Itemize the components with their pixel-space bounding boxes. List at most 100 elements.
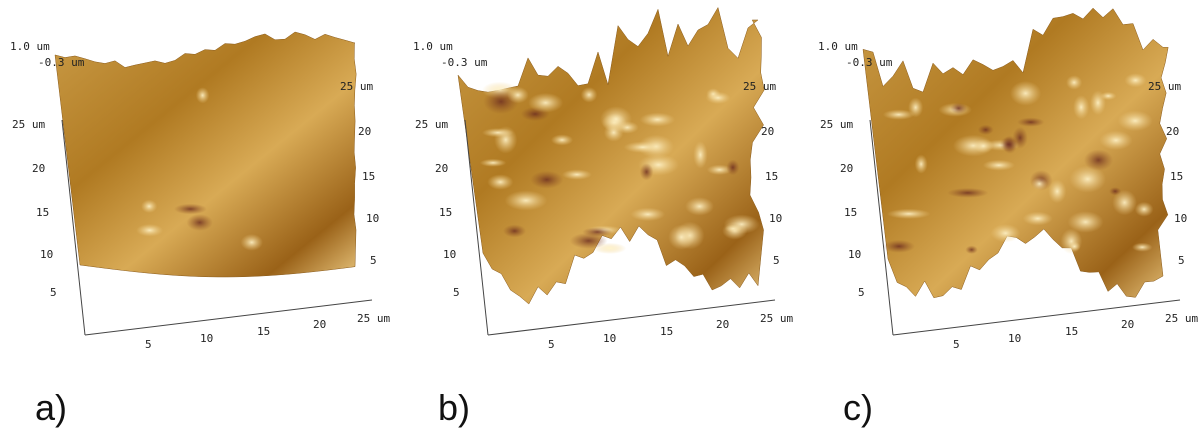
surface-highlight <box>1068 211 1104 233</box>
x-tick-label: 10 <box>1008 332 1021 345</box>
surface-highlight <box>991 224 1021 242</box>
surface-highlight <box>503 225 526 238</box>
z-axis-label: -0.3 um <box>38 56 85 69</box>
x-tick-label: 10 <box>200 332 213 345</box>
x-tick-label: 25 um <box>760 312 793 325</box>
right-tick-label: 25 um <box>1148 80 1181 93</box>
surface-highlight <box>1112 190 1137 215</box>
z-axis-label: -0.3 um <box>441 56 488 69</box>
surface-highlight <box>1118 110 1153 131</box>
panel-label: b) <box>438 387 470 428</box>
surface-highlight <box>562 169 592 179</box>
figure: 1.0 um -0.3 um 25 um 20 15 10 5 5 10 15 20 25 um 25 … <box>0 0 1200 433</box>
y-tick-label: 15 <box>439 206 452 219</box>
surface-highlight <box>1048 179 1066 203</box>
surface-highlight <box>530 171 563 189</box>
right-tick-label: 20 <box>761 125 774 138</box>
panel-label: a) <box>35 387 67 428</box>
right-tick-label: 10 <box>769 212 782 225</box>
x-tick-label: 15 <box>1065 325 1078 338</box>
y-tick-label: 5 <box>858 286 865 299</box>
surface-highlight <box>915 154 928 173</box>
y-tick-label: 10 <box>443 248 456 261</box>
y-tick-label: 15 <box>36 206 49 219</box>
right-tick-label: 25 um <box>743 80 776 93</box>
surface-highlight <box>947 188 988 198</box>
surface-highlight <box>693 141 707 168</box>
surface-highlight <box>950 103 967 114</box>
surface-highlight <box>1017 117 1044 126</box>
surface-highlight <box>983 160 1015 171</box>
z-axis-label: 1.0 um <box>413 40 453 53</box>
right-tick-label: 15 <box>362 170 375 183</box>
surface-highlight <box>883 240 915 253</box>
surface-highlight <box>570 233 608 249</box>
surface-highlight <box>528 93 563 113</box>
z-axis-label: 1.0 um <box>10 40 50 53</box>
surface-highlight <box>1023 212 1053 226</box>
y-tick-label: 5 <box>453 286 460 299</box>
surface-highlight <box>978 125 994 135</box>
surface-highlight <box>581 87 598 103</box>
z-axis-label: -0.3 um <box>846 56 893 69</box>
right-tick-label: 15 <box>765 170 778 183</box>
surface-highlight <box>1031 177 1047 190</box>
right-tick-label: 5 <box>773 254 780 267</box>
surface-highlight <box>1012 127 1027 149</box>
afm-surface <box>55 32 356 277</box>
surface-highlight <box>241 234 263 251</box>
y-tick-label: 15 <box>844 206 857 219</box>
surface-highlight <box>668 225 694 250</box>
afm-surface <box>458 8 764 304</box>
surface-highlight <box>487 174 513 190</box>
surface-highlight <box>973 139 993 153</box>
y-tick-label: 5 <box>50 286 57 299</box>
y-tick-label: 25 um <box>820 118 853 131</box>
surface-highlight <box>1073 95 1089 119</box>
y-tick-label: 10 <box>40 248 53 261</box>
surface-highlight <box>482 128 514 137</box>
surface-highlight <box>883 109 915 119</box>
surface-highlight <box>706 92 731 104</box>
surface-highlight <box>174 204 207 215</box>
surface-highlight <box>505 190 548 210</box>
right-tick-label: 10 <box>366 212 379 225</box>
surface-highlight <box>1132 243 1152 252</box>
right-tick-label: 20 <box>1166 125 1179 138</box>
y-tick-label: 20 <box>435 162 448 175</box>
surface-highlight <box>1099 131 1132 151</box>
surface-highlight <box>624 141 663 153</box>
surface-highlight <box>1135 202 1154 217</box>
right-tick-label: 15 <box>1170 170 1183 183</box>
surface-highlight <box>1010 81 1041 106</box>
y-tick-label: 20 <box>840 162 853 175</box>
surface-highlight <box>1124 73 1146 87</box>
right-tick-label: 20 <box>358 125 371 138</box>
x-tick-label: 15 <box>257 325 270 338</box>
surface-highlight <box>507 87 529 104</box>
surface-highlight <box>887 209 931 219</box>
x-tick-label: 25 um <box>1165 312 1198 325</box>
surface-highlight <box>136 224 163 237</box>
surface-highlight <box>1090 90 1106 115</box>
y-tick-label: 10 <box>848 248 861 261</box>
right-tick-label: 25 um <box>340 80 373 93</box>
axis-line <box>85 300 372 335</box>
x-tick-label: 20 <box>716 318 729 331</box>
surface-highlight <box>196 87 210 103</box>
surface-highlight <box>551 134 573 145</box>
x-tick-label: 5 <box>145 338 152 351</box>
y-tick-label: 20 <box>32 162 45 175</box>
right-tick-label: 5 <box>370 254 377 267</box>
x-tick-label: 15 <box>660 325 673 338</box>
x-tick-label: 5 <box>953 338 960 351</box>
surface-highlight <box>1068 241 1080 251</box>
surface-highlight <box>640 113 676 127</box>
surface-highlight <box>630 208 665 222</box>
surface-highlight <box>724 215 760 234</box>
x-tick-label: 20 <box>313 318 326 331</box>
surface-highlight <box>726 160 739 176</box>
surface-highlight <box>685 197 714 216</box>
